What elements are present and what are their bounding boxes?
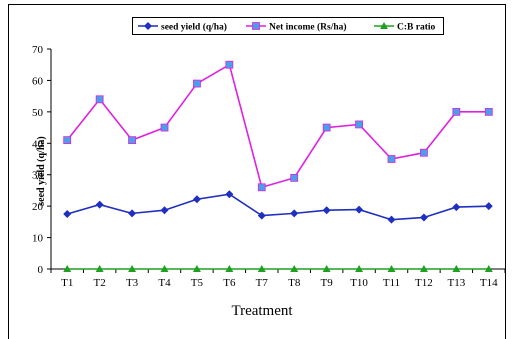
data-point [484,265,493,272]
x-axis-label: Treatment [231,303,293,319]
data-point [290,265,299,272]
series-2 [63,60,493,192]
data-point [63,210,72,218]
x-tick-label: T1 [61,277,73,289]
x-axis: T1 T2 T3 T4 T5 T6 T7 T8 T9 T10 T11 T12 T13 T14 [50,268,506,289]
x-tick-label: T9 [321,277,334,289]
data-point [95,200,104,209]
x-tick-label: T3 [126,277,139,289]
legend-marker [144,22,152,30]
data-point [452,203,461,212]
data-point [452,107,461,116]
data-point [192,265,201,272]
legend-label: seed yield (q/ha) [161,22,227,33]
data-point [484,202,493,211]
x-tick-label: T7 [256,277,269,289]
x-tick-label: T4 [158,277,171,289]
x-tick-label: T12 [415,277,433,289]
series-layer [63,60,493,272]
legend-label: Net income (Rs/ha) [269,22,347,33]
data-point [419,213,428,222]
series-line [66,193,489,221]
x-tick-label: T8 [288,277,301,289]
x-tick-label: T10 [350,277,368,289]
x-tick-label: T14 [480,277,498,289]
data-point [290,173,299,182]
data-point [257,265,266,272]
data-point [128,265,137,272]
data-point [128,136,136,145]
data-point [63,136,72,145]
chart-frame [8,4,506,339]
y-tick-label: 0 [38,264,44,276]
data-point [257,211,266,220]
y-tick-label: 20 [32,201,44,213]
data-point [192,195,201,204]
data-point [387,155,396,163]
legend-item: seed yield (q/ha) [138,22,227,33]
series-line [66,63,489,189]
data-point [420,148,428,157]
data-point [257,183,266,192]
y-tick-label: 10 [32,233,44,245]
data-point [160,206,169,215]
y-tick-label: 60 [32,75,44,87]
data-point [95,95,104,104]
legend-box [132,17,444,35]
x-tick-label: T11 [383,277,400,289]
legend-marker [252,22,260,30]
data-point [355,205,364,214]
legend-item: C:B ratio [374,22,436,33]
data-point [419,265,428,272]
data-point [355,120,363,129]
data-point [322,206,331,215]
data-point [322,265,331,272]
data-point [322,123,331,132]
data-point [128,209,137,218]
legend-marker [380,22,388,29]
y-tick-label: 70 [32,44,44,56]
data-point [225,190,234,199]
data-point [355,265,364,272]
x-tick-label: T6 [223,277,236,289]
data-point [387,215,396,224]
data-point [160,123,169,132]
data-point [387,265,396,272]
data-point [63,265,72,272]
data-point [484,107,493,116]
x-tick-label: T13 [447,277,465,289]
data-point [225,60,234,69]
data-point [452,265,461,272]
series-1 [63,190,493,224]
x-tick-label: T5 [191,277,204,289]
data-point [160,265,169,272]
x-tick-label: T2 [94,277,106,289]
y-axis-label: seed yield (q/ha) [36,136,47,205]
series-3 [63,265,493,272]
data-point [225,265,234,272]
y-axis: 0 10 20 30 40 50 60 70 [32,44,52,276]
legend-item: Net income (Rs/ha) [246,22,347,33]
y-tick-label: 50 [32,107,44,119]
data-point [95,265,104,272]
y-tick-label: 40 [32,138,44,150]
data-point [290,209,299,218]
y-tick-label: 30 [32,170,44,182]
legend-label: C:B ratio [397,23,436,33]
data-point [193,79,201,88]
legend: seed yield (q/ha) Net income (Rs/ha) C:B r… [132,17,444,35]
